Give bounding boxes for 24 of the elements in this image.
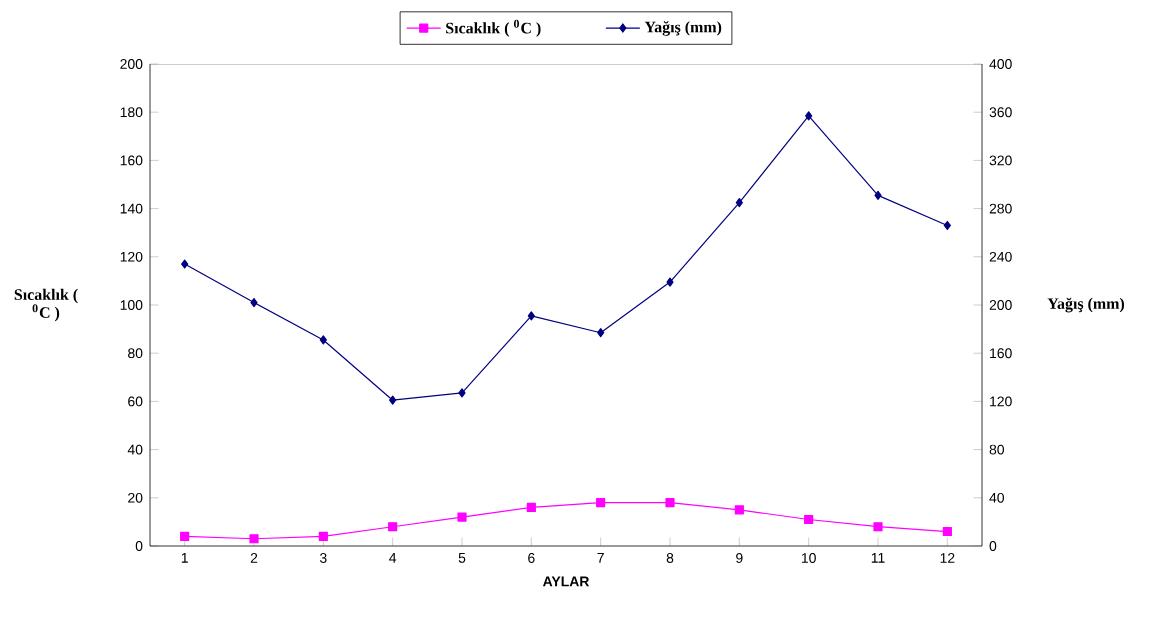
point — [873, 522, 883, 532]
point — [596, 498, 606, 508]
point — [319, 335, 327, 345]
point — [597, 328, 605, 338]
point — [457, 512, 467, 522]
point — [526, 502, 536, 513]
point — [388, 522, 398, 532]
point — [458, 388, 466, 398]
point — [665, 498, 675, 508]
point — [666, 277, 674, 287]
point — [249, 534, 259, 544]
point — [734, 505, 744, 515]
point — [527, 311, 535, 321]
point — [389, 395, 397, 405]
point — [943, 220, 951, 231]
point — [805, 111, 813, 121]
point — [250, 298, 258, 308]
point — [318, 531, 328, 541]
point — [735, 197, 743, 208]
point — [181, 259, 189, 269]
point — [180, 531, 190, 541]
point — [804, 514, 814, 525]
point — [874, 190, 882, 200]
point — [942, 526, 952, 537]
